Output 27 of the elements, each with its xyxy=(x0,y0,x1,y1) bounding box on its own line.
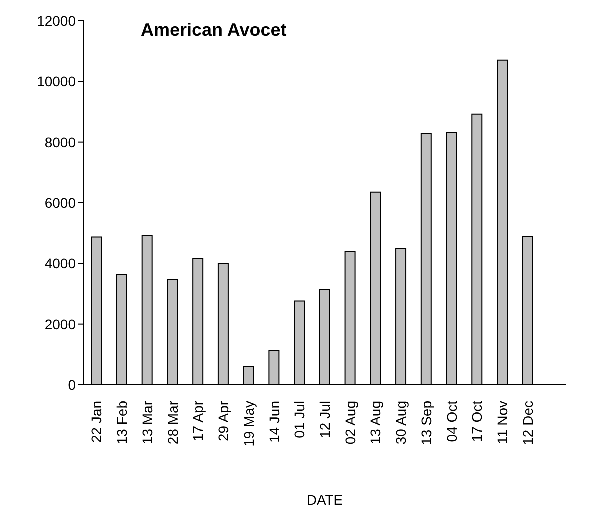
x-axis-title: DATE xyxy=(306,492,344,508)
y-tick-label: 10000 xyxy=(37,74,76,90)
y-tick-label: 0 xyxy=(68,376,76,393)
x-tick-label: 14 Jun xyxy=(266,401,282,444)
x-tick-label: 04 Oct xyxy=(444,400,460,442)
y-tick-label: 4000 xyxy=(44,256,76,272)
x-tick-label: 13 Sep xyxy=(418,400,434,446)
x-tick-label: 22 Jan xyxy=(88,401,105,444)
chart-title: American Avocet xyxy=(141,20,287,41)
x-tick-label: 28 Mar xyxy=(164,400,181,445)
x-tick-label: 19 May xyxy=(240,401,257,447)
y-tick-label: 2000 xyxy=(44,316,76,332)
x-tick-label: 01 Jul xyxy=(292,401,308,438)
x-tick-label: 12 Dec xyxy=(520,401,536,446)
y-tick-label: 6000 xyxy=(44,194,76,211)
x-tick-label: 13 Aug xyxy=(368,401,384,445)
x-tick-label: 12 Jul xyxy=(317,401,333,438)
x-tick-label: 29 Apr xyxy=(216,400,232,442)
x-tick-label: 30 Aug xyxy=(393,401,410,445)
x-tick-label: 13 Mar xyxy=(139,400,156,445)
y-tick-label: 8000 xyxy=(44,134,76,150)
x-tick-label: 02 Aug xyxy=(342,401,358,445)
x-tick-label: 11 Nov xyxy=(494,401,511,444)
x-tick-label: 17 Apr xyxy=(190,400,206,442)
y-tick-label: 12000 xyxy=(37,12,76,29)
x-tick-label: 13 Feb xyxy=(114,400,130,445)
x-tick-label: 17 Oct xyxy=(469,400,486,442)
